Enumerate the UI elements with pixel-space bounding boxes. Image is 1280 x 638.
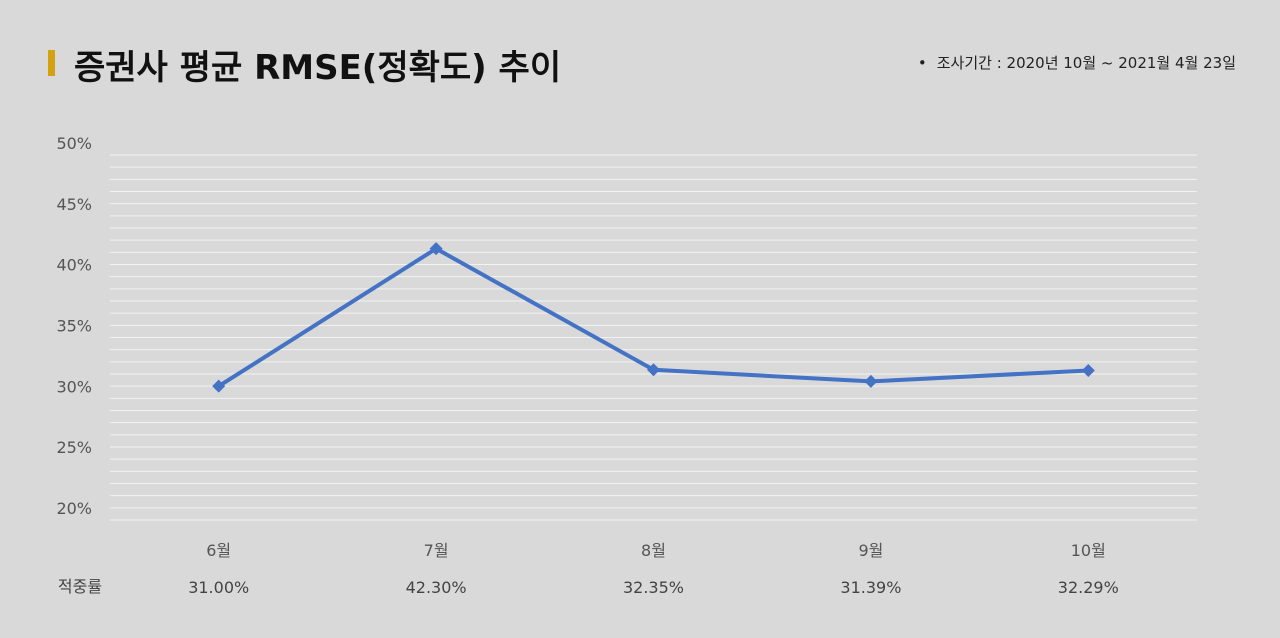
table-value: 42.30% [406, 578, 467, 597]
x-tick-label: 7월 [424, 541, 449, 560]
y-tick-label: 50% [56, 134, 92, 153]
y-tick-label: 25% [56, 438, 92, 457]
x-tick-label: 6월 [206, 541, 231, 560]
survey-period-note: • 조사기간 : 2020년 10월 ~ 2021월 4월 23일 [918, 52, 1236, 73]
note-bullet: • [917, 54, 927, 72]
data-point-marker [212, 379, 226, 393]
table-row-label: 적중률 [58, 577, 102, 596]
data-point-marker [429, 242, 443, 256]
x-tick-label: 8월 [641, 541, 666, 560]
data-point-marker [1081, 363, 1095, 377]
x-tick-label: 9월 [858, 541, 883, 560]
table-value: 31.39% [840, 578, 901, 597]
table-value: 31.00% [188, 578, 249, 597]
table-value: 32.29% [1058, 578, 1119, 597]
y-tick-label: 40% [56, 256, 92, 275]
chart-title: 증권사 평균 RMSE(정확도) 추이 [74, 48, 562, 88]
y-tick-label: 20% [56, 499, 92, 518]
title-accent-bar [48, 50, 55, 76]
x-tick-label: 10월 [1071, 541, 1106, 560]
data-point-marker [647, 363, 660, 377]
y-tick-label: 35% [56, 317, 92, 336]
table-value: 32.35% [623, 578, 684, 597]
data-point-marker [864, 374, 878, 388]
note-text: 조사기간 : 2020년 10월 ~ 2021월 4월 23일 [936, 54, 1236, 72]
y-tick-label: 45% [56, 195, 92, 214]
y-tick-label: 30% [56, 377, 92, 396]
